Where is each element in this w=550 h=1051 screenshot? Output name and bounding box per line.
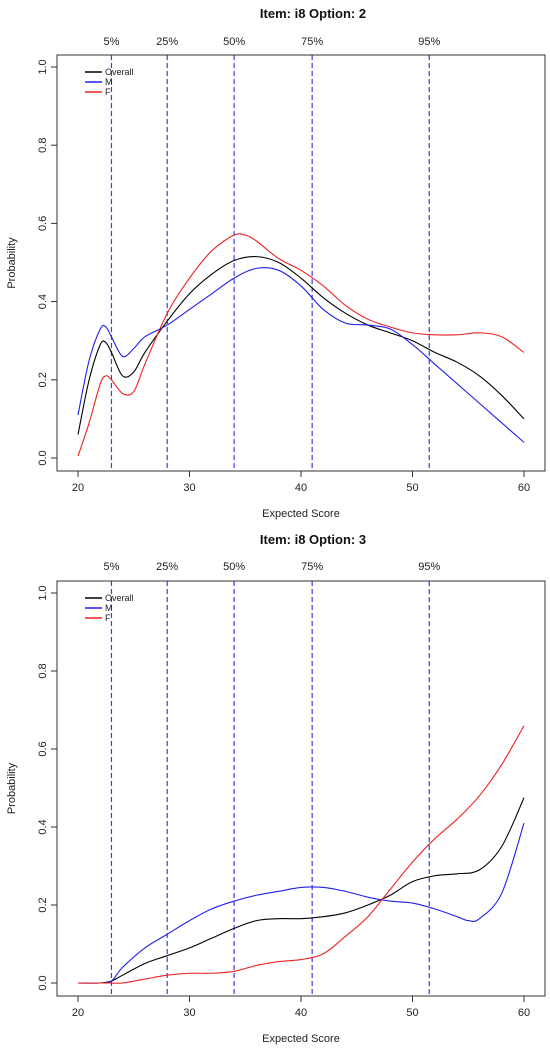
y-tick-label: 1.0: [37, 59, 49, 74]
chart-option-2: Item: i8 Option: 2 5% 25% 50% 75% 95% 20 30 40 50…: [6, 6, 546, 520]
y-axis-label: Probability: [6, 237, 18, 289]
x-tick-label: 60: [518, 1007, 530, 1019]
y-tick-label: 0.4: [37, 819, 49, 834]
percentile-label: 95%: [418, 561, 440, 573]
x-axis-label: Expected Score: [262, 508, 340, 520]
x-tick-label: 50: [406, 482, 418, 494]
percentile-label: 75%: [301, 36, 323, 48]
series-line-overall: [77, 797, 525, 984]
legend-label: Overall: [105, 67, 134, 77]
series-line-overall: [77, 256, 525, 435]
series-line-m: [77, 267, 525, 443]
percentile-label: 25%: [156, 36, 178, 48]
chart-title: Item: i8 Option: 2: [260, 6, 366, 21]
y-tick-label: 0.8: [37, 663, 49, 678]
percentile-label: 5%: [103, 36, 119, 48]
legend-label: M: [105, 603, 113, 613]
y-tick-label: 0.6: [37, 741, 49, 756]
x-tick-label: 50: [406, 1007, 418, 1019]
y-axis-label: Probability: [6, 762, 18, 814]
x-tick-label: 30: [183, 482, 195, 494]
percentile-label: 95%: [418, 36, 440, 48]
legend-label: F: [105, 87, 111, 97]
legend-label: M: [105, 77, 113, 87]
legend-label: Overall: [105, 593, 134, 603]
y-tick-label: 0.8: [37, 138, 49, 153]
y-tick-label: 0.4: [37, 294, 49, 309]
y-tick-label: 0.6: [37, 216, 49, 231]
x-tick-label: 60: [518, 482, 530, 494]
y-tick-label: 0.0: [37, 450, 49, 465]
series-line-f: [77, 725, 525, 984]
x-tick-label: 20: [72, 1007, 84, 1019]
x-tick-label: 20: [72, 482, 84, 494]
percentile-label: 50%: [223, 36, 245, 48]
series-line-f: [77, 233, 525, 457]
x-tick-label: 40: [295, 1007, 307, 1019]
x-axis-label: Expected Score: [262, 1033, 340, 1045]
percentile-label: 75%: [301, 561, 323, 573]
x-tick-label: 30: [183, 1007, 195, 1019]
chart-option-3: Item: i8 Option: 3 5% 25% 50% 75% 95% 20 30 40 50…: [6, 532, 546, 1045]
percentile-label: 5%: [103, 561, 119, 573]
series-line-m: [77, 822, 525, 984]
plot-box: [56, 580, 546, 997]
plot-box: [56, 54, 546, 472]
chart-title: Item: i8 Option: 3: [260, 532, 366, 547]
y-tick-label: 0.0: [37, 975, 49, 990]
x-tick-label: 40: [295, 482, 307, 494]
y-tick-label: 1.0: [37, 585, 49, 600]
percentile-label: 50%: [223, 561, 245, 573]
percentile-label: 25%: [156, 561, 178, 573]
legend-label: F: [105, 613, 111, 623]
y-tick-label: 0.2: [37, 897, 49, 912]
y-tick-label: 0.2: [37, 372, 49, 387]
